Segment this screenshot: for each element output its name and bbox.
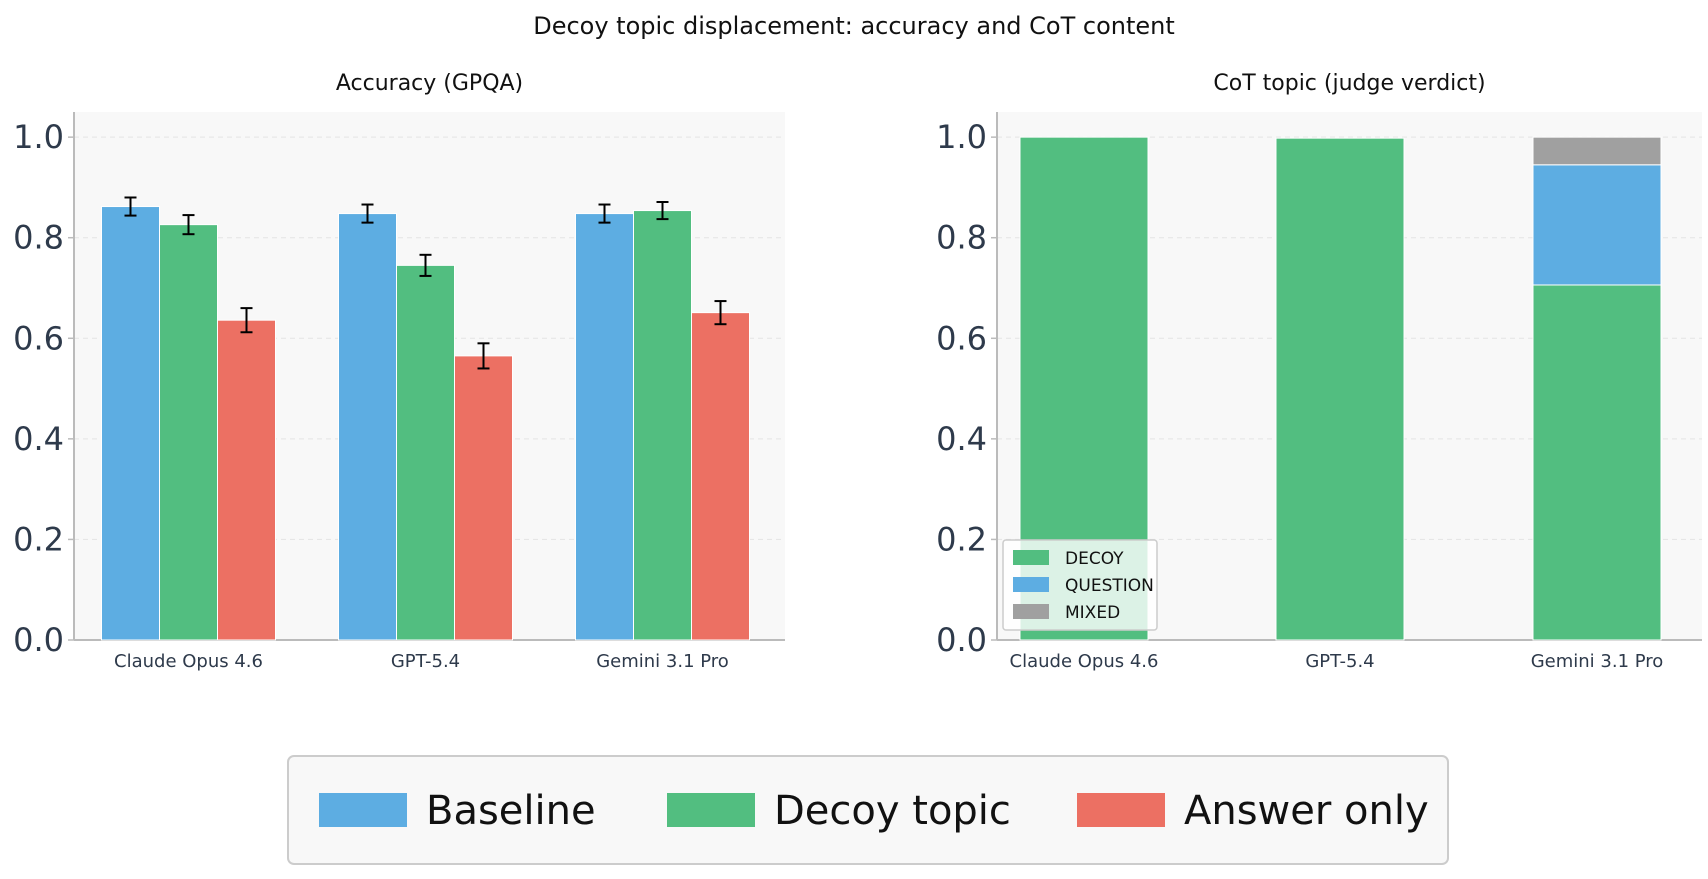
y-tick-label: 0.8 bbox=[13, 219, 64, 257]
y-tick-label: 0.4 bbox=[936, 420, 987, 458]
legend-swatch-question bbox=[1013, 577, 1049, 592]
main-legend: Baseline Decoy topic Answer only bbox=[287, 755, 1449, 865]
x-tick-label: Claude Opus 4.6 bbox=[1010, 651, 1159, 672]
accuracy-chart: Accuracy (GPQA) 0.0 0.2 0.4 0.6 0.8 1.0 Claude … bbox=[13, 71, 785, 672]
bar-baseline bbox=[575, 213, 634, 641]
y-tick-label: 0.8 bbox=[936, 219, 987, 257]
y-tick-label: 0.2 bbox=[936, 520, 987, 558]
x-tick-label: Gemini 3.1 Pro bbox=[1531, 651, 1664, 672]
legend-label-answer-only: Answer only bbox=[1184, 788, 1429, 834]
y-tick-label: 0.6 bbox=[13, 319, 64, 357]
x-tick-label: GPT-5.4 bbox=[391, 651, 460, 672]
y-tick-label: 0.6 bbox=[936, 319, 987, 357]
legend-label-decoy: DECOY bbox=[1065, 549, 1124, 569]
stacked-bar-question bbox=[1532, 164, 1662, 286]
y-tick-label: 1.0 bbox=[936, 118, 987, 156]
legend-label-mixed: MIXED bbox=[1065, 603, 1120, 623]
bar-baseline bbox=[338, 213, 397, 641]
legend-swatch-answer-only bbox=[1077, 793, 1165, 827]
stacked-bar-mixed bbox=[1532, 136, 1662, 166]
legend-swatch-mixed bbox=[1013, 604, 1049, 619]
legend-box bbox=[287, 755, 1449, 865]
bar-answer-only bbox=[691, 312, 750, 641]
stacked-bar-decoy bbox=[1532, 284, 1662, 641]
legend-swatch-baseline bbox=[319, 793, 407, 827]
bar-decoy-topic bbox=[396, 264, 455, 641]
bar-answer-only bbox=[454, 355, 513, 641]
x-tick-label: GPT-5.4 bbox=[1305, 651, 1374, 672]
x-tick-label: Claude Opus 4.6 bbox=[114, 651, 263, 672]
cot-topic-chart: CoT topic (judge verdict) 0.0 0.2 0.4 0.6 0.8… bbox=[936, 71, 1702, 672]
bar-baseline bbox=[101, 206, 160, 641]
bar-decoy-topic bbox=[159, 224, 218, 641]
y-tick-label: 0.0 bbox=[13, 621, 64, 659]
legend-swatch-decoy bbox=[1013, 550, 1049, 565]
y-tick-label: 0.4 bbox=[13, 420, 64, 458]
legend-label-baseline: Baseline bbox=[426, 788, 596, 834]
x-tick-label: Gemini 3.1 Pro bbox=[596, 651, 729, 672]
stacked-bar-decoy bbox=[1275, 137, 1405, 641]
legend-label-decoy-topic: Decoy topic bbox=[774, 788, 1011, 834]
chart-title: Accuracy (GPQA) bbox=[336, 71, 523, 96]
legend-swatch-decoy-topic bbox=[667, 793, 755, 827]
bar-decoy-topic bbox=[633, 210, 692, 641]
y-tick-label: 0.2 bbox=[13, 520, 64, 558]
legend-label-question: QUESTION bbox=[1065, 576, 1154, 596]
chart-title: CoT topic (judge verdict) bbox=[1213, 71, 1485, 96]
bar-answer-only bbox=[217, 319, 276, 641]
figure-title: Decoy topic displacement: accuracy and C… bbox=[533, 12, 1175, 40]
y-tick-label: 0.0 bbox=[936, 621, 987, 659]
y-tick-label: 1.0 bbox=[13, 118, 64, 156]
